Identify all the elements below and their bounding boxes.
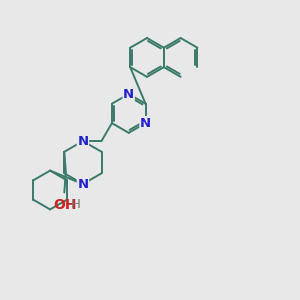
Text: N: N xyxy=(77,134,88,148)
Text: N: N xyxy=(140,117,151,130)
Text: OH: OH xyxy=(53,198,77,212)
Text: H: H xyxy=(71,198,81,211)
Text: N: N xyxy=(123,88,134,100)
Text: N: N xyxy=(77,178,88,190)
